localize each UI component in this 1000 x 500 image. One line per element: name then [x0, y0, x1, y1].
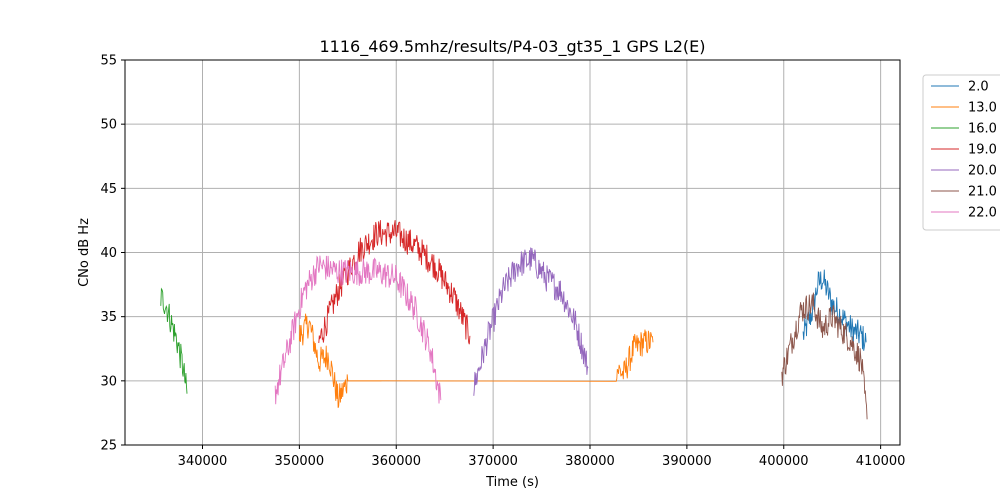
y-tick-label: 35 — [100, 310, 117, 325]
y-axis: 25 30 35 40 45 50 55 — [100, 54, 125, 454]
grid — [125, 59, 900, 446]
series-line-22.0 — [274, 255, 442, 405]
x-tick-label: 370000 — [468, 454, 518, 469]
series-line-13.0 — [298, 313, 654, 408]
y-tick-label: 25 — [100, 439, 117, 454]
series-line-16.0 — [160, 287, 188, 394]
series-line-20.0 — [473, 247, 589, 396]
x-tick-label: 350000 — [275, 454, 325, 469]
x-tick-label: 360000 — [371, 454, 421, 469]
x-axis: 340000 350000 360000 370000 380000 390000 4000… — [178, 445, 906, 469]
y-tick-label: 50 — [100, 118, 117, 133]
legend-label: 21.0 — [968, 185, 997, 200]
legend-label: 16.0 — [968, 122, 997, 137]
legend: 2.0 13.0 16.0 19.0 20.0 21.0 22.0 — [922, 74, 1000, 231]
series-layer — [160, 220, 868, 420]
series-line-21.0 — [781, 292, 868, 420]
y-tick-label: 30 — [100, 374, 117, 389]
y-tick-label: 40 — [100, 246, 117, 261]
legend-label: 19.0 — [968, 143, 997, 158]
y-tick-label: 45 — [100, 182, 117, 197]
legend-label: 20.0 — [968, 164, 997, 179]
x-tick-label: 390000 — [662, 454, 712, 469]
x-tick-label: 340000 — [178, 454, 228, 469]
x-tick-label: 400000 — [759, 454, 809, 469]
legend-label: 2.0 — [968, 80, 989, 95]
y-axis-label: CNo dB Hz — [77, 218, 92, 287]
legend-label: 13.0 — [968, 101, 997, 116]
chart-title: 1116_469.5mhz/results/P4-03_gt35_1 GPS L… — [319, 37, 705, 57]
x-axis-label: Time (s) — [485, 475, 539, 490]
legend-label: 22.0 — [968, 206, 997, 221]
y-tick-label: 55 — [100, 54, 117, 69]
x-tick-label: 380000 — [565, 454, 615, 469]
x-tick-label: 410000 — [856, 454, 906, 469]
